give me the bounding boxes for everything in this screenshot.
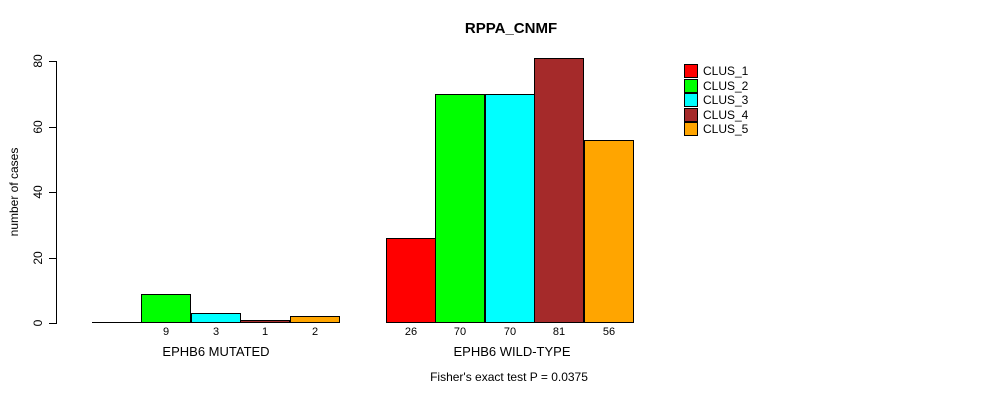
bar-value-label: 70 — [503, 326, 517, 338]
bar-clus_2 — [141, 294, 191, 323]
legend: CLUS_1 CLUS_2 CLUS_3 CLUS_4 CLUS_5 — [684, 64, 748, 137]
group-label-wildtype: EPHB6 WILD-TYPE — [453, 344, 571, 359]
bar-value-label: 3 — [212, 326, 220, 338]
y-tick-label: 60 — [31, 120, 45, 134]
legend-label: CLUS_4 — [703, 107, 749, 122]
bar-clus_1 — [92, 322, 142, 323]
bar-clus_5 — [584, 140, 634, 323]
bar-value-label: 9 — [162, 326, 170, 338]
bar-value-label: 81 — [552, 326, 566, 338]
legend-swatch-clus_4 — [684, 107, 698, 122]
bar-clus_4 — [240, 320, 290, 323]
bar-clus_3 — [191, 313, 241, 323]
legend-swatch-clus_5 — [684, 122, 698, 137]
bar-value-label: 56 — [602, 326, 616, 338]
legend-label: CLUS_5 — [703, 122, 749, 137]
y-tick-mark — [49, 258, 57, 259]
bar-clus_1 — [386, 238, 436, 323]
legend-row: CLUS_5 — [684, 122, 748, 137]
y-tick-mark — [49, 323, 57, 324]
y-tick-label: 20 — [31, 251, 45, 265]
bar-value-label: 70 — [453, 326, 467, 338]
legend-label: CLUS_2 — [703, 78, 749, 93]
y-tick-mark — [49, 192, 57, 193]
y-tick-label: 80 — [31, 54, 45, 68]
legend-row: CLUS_3 — [684, 93, 748, 108]
y-tick-mark — [49, 61, 57, 62]
legend-label: CLUS_3 — [703, 93, 749, 108]
bar-clus_2 — [435, 94, 485, 323]
legend-row: CLUS_2 — [684, 78, 749, 94]
group-label-mutated: EPHB6 MUTATED — [162, 344, 270, 359]
bar-clus_3 — [485, 94, 535, 323]
bar-clus_5 — [290, 316, 340, 323]
chart-title: RPPA_CNMF — [464, 20, 558, 37]
legend-label: CLUS_1 — [703, 64, 749, 79]
legend-swatch-clus_2 — [684, 78, 698, 93]
bar-value-label: 1 — [261, 326, 269, 338]
legend-swatch-clus_3 — [684, 93, 698, 108]
y-tick-mark — [49, 127, 57, 128]
bar-value-label: 26 — [404, 326, 418, 338]
y-tick-label: 0 — [31, 319, 45, 327]
y-tick-label: 40 — [31, 185, 45, 199]
legend-swatch-clus_1 — [684, 64, 698, 79]
legend-row: CLUS_1 — [684, 64, 748, 79]
fisher-test-annotation: Fisher's exact test P = 0.0375 — [430, 370, 588, 384]
bar-value-label: 2 — [311, 326, 319, 338]
y-axis-title: number of cases — [7, 147, 21, 237]
legend-row: CLUS_4 — [684, 107, 749, 123]
bar-clus_4 — [534, 58, 584, 323]
